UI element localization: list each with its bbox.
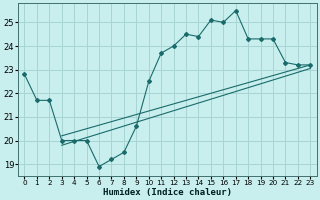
X-axis label: Humidex (Indice chaleur): Humidex (Indice chaleur) (103, 188, 232, 197)
